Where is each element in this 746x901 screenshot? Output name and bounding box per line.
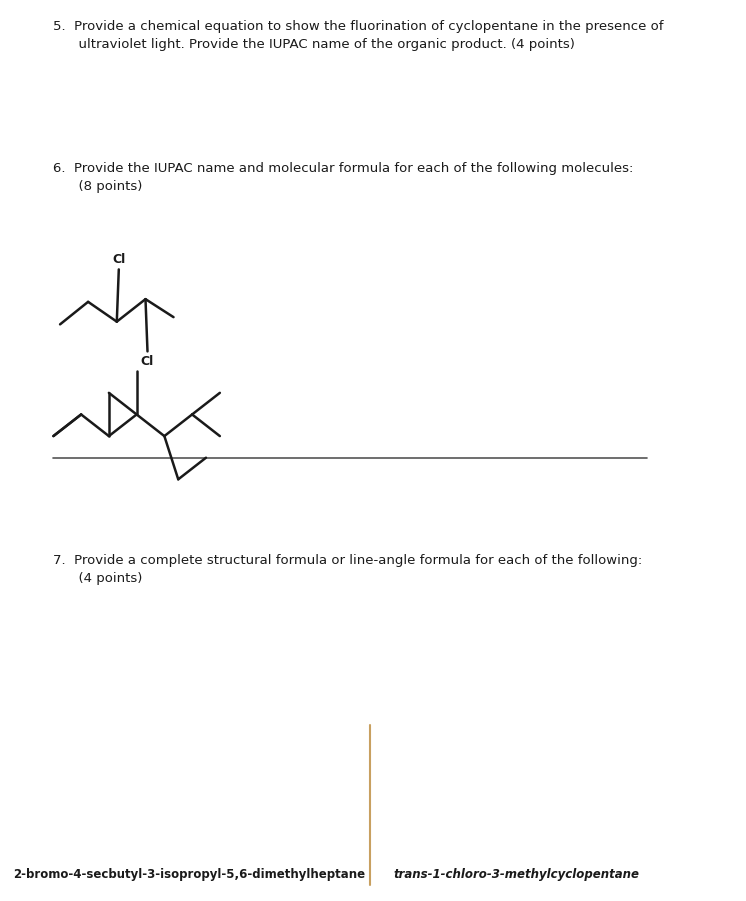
Text: 2-bromo-4-secbutyl-3-isopropyl-5,6-dimethylheptane: 2-bromo-4-secbutyl-3-isopropyl-5,6-dimet… bbox=[13, 869, 366, 881]
Text: Cl: Cl bbox=[141, 355, 154, 368]
Text: trans-1-chloro-3-methylcyclopentane: trans-1-chloro-3-methylcyclopentane bbox=[394, 869, 640, 881]
Text: Cl: Cl bbox=[112, 253, 125, 266]
Text: 7.  Provide a complete structural formula or line-angle formula for each of the : 7. Provide a complete structural formula… bbox=[54, 554, 642, 585]
Text: 6.  Provide the IUPAC name and molecular formula for each of the following molec: 6. Provide the IUPAC name and molecular … bbox=[54, 162, 634, 193]
Text: 5.  Provide a chemical equation to show the fluorination of cyclopentane in the : 5. Provide a chemical equation to show t… bbox=[54, 20, 664, 50]
